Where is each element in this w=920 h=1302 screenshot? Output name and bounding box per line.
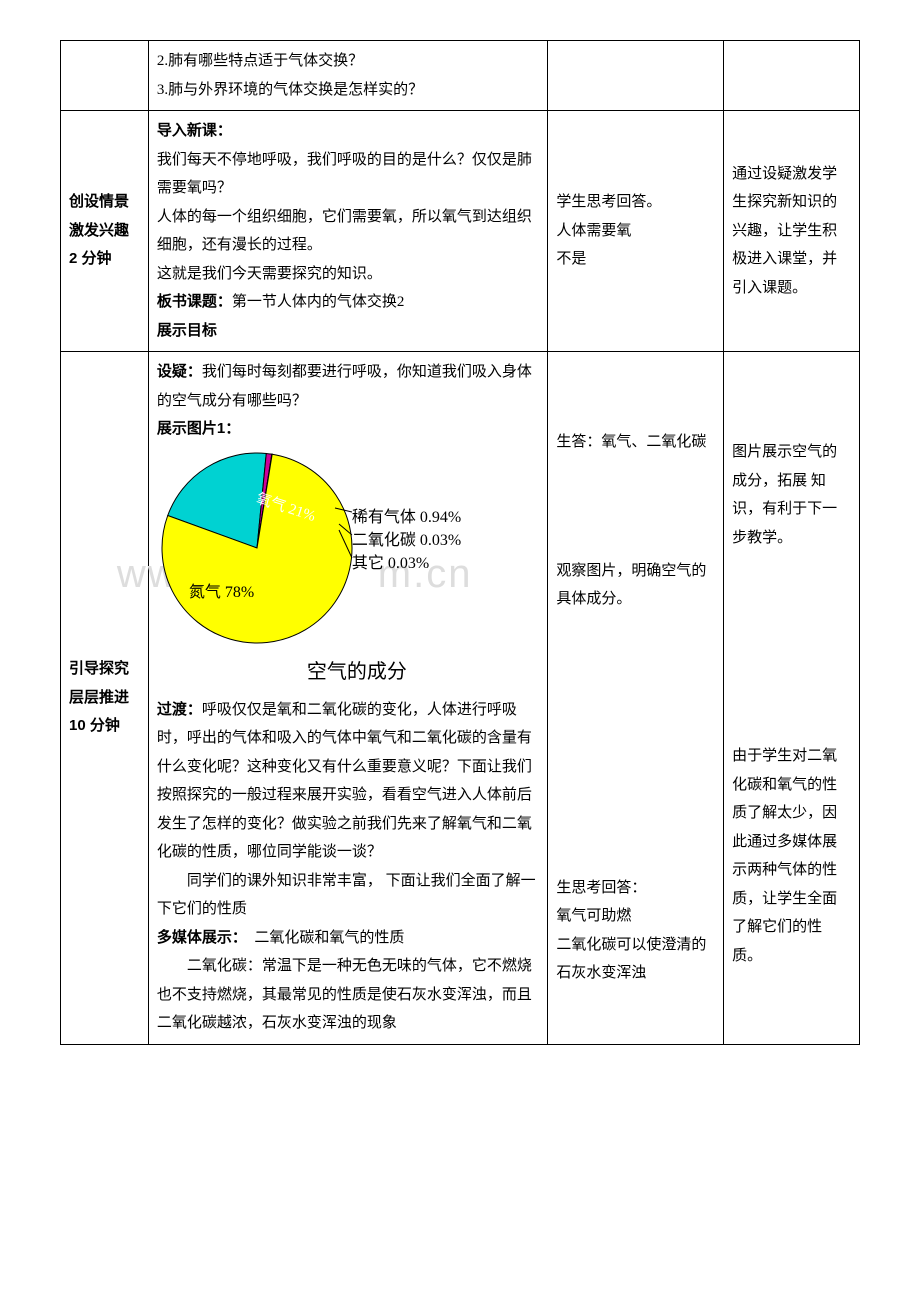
paragraph: 二氧化碳：常温下是一种无色无味的气体，它不燃烧也不支持燃烧，其最常见的性质是使石…	[157, 952, 540, 1038]
stage-line: 创设情景	[69, 188, 140, 217]
design-intent: 由于学生对二氧化碳和氧气的性质了解太少，因此通过多媒体展示两种气体的性质，让学生…	[732, 742, 851, 970]
cell-student	[548, 41, 724, 111]
design-intent: 通过设疑激发学生探究新知识的兴趣，让学生积极进入课堂，并引入课题。	[732, 160, 851, 303]
cell-teacher: 2.肺有哪些特点适于气体交换？ 3.肺与外界环境的气体交换是怎样实的？	[148, 41, 548, 111]
student-answer: 人体需要氧	[556, 217, 715, 246]
heading-text: 二氧化碳和氧气的性质	[239, 930, 404, 946]
heading: 过渡：	[157, 701, 202, 718]
stage-line: 引导探究	[69, 655, 140, 684]
heading: 设疑：	[157, 363, 202, 380]
cell-intent	[724, 41, 860, 111]
heading: 导入新课：	[157, 122, 232, 139]
heading: 展示目标	[157, 322, 217, 339]
paragraph: 呼吸仅仅是氧和二氧化碳的变化，人体进行呼吸时，呼出的气体和吸入的气体中氧气和二氧…	[157, 702, 532, 861]
question-3: 3.肺与外界环境的气体交换是怎样实的？	[157, 76, 540, 105]
heading-text: 我们每时每刻都要进行呼吸，你知道我们吸入身体的空气成分有哪些吗？	[157, 364, 532, 409]
cell-teacher: 设疑：我们每时每刻都要进行呼吸，你知道我们吸入身体的空气成分有哪些吗？ 展示图片…	[148, 352, 548, 1045]
paragraph: 同学们的课外知识非常丰富， 下面让我们全面了解一下它们的性质	[157, 867, 540, 924]
cell-stage: 引导探究 层层推进 10 分钟	[61, 352, 149, 1045]
heading: 板书课题：	[157, 293, 232, 310]
table-row: 2.肺有哪些特点适于气体交换？ 3.肺与外界环境的气体交换是怎样实的？	[61, 41, 860, 111]
air-composition-chart: www. m.cn 氧气 21% 氮气 78% 稀有气体 0.94% 二氧化碳 …	[157, 448, 457, 688]
stage-line: 10 分钟	[69, 712, 140, 741]
cell-student: 学生思考回答。 人体需要氧 不是	[548, 111, 724, 352]
student-answer: 观察图片，明确空气的具体成分。	[556, 557, 715, 614]
heading-text: 第一节人体内的气体交换2	[232, 294, 405, 310]
heading: 展示图片1：	[157, 420, 240, 437]
stage-line: 层层推进	[69, 684, 140, 713]
cell-teacher: 导入新课： 我们每天不停地呼吸，我们呼吸的目的是什么？仅仅是肺需要氧吗？ 人体的…	[148, 111, 548, 352]
table-row: 创设情景 激发兴趣 2 分钟 导入新课： 我们每天不停地呼吸，我们呼吸的目的是什…	[61, 111, 860, 352]
student-answer: 生思考回答：	[556, 874, 715, 903]
paragraph: 我们每天不停地呼吸，我们呼吸的目的是什么？仅仅是肺需要氧吗？	[157, 146, 540, 203]
paragraph: 这就是我们今天需要探究的知识。	[157, 260, 540, 289]
question-2: 2.肺有哪些特点适于气体交换？	[157, 47, 540, 76]
heading: 多媒体展示：	[157, 929, 240, 946]
design-intent: 图片展示空气的成分，拓展 知识，有利于下一步教学。	[732, 438, 851, 552]
student-answer: 不是	[556, 245, 715, 274]
stage-line: 2 分钟	[69, 245, 140, 274]
stage-line: 激发兴趣	[69, 217, 140, 246]
student-answer: 生答：氧气、二氧化碳	[556, 428, 715, 457]
table-row: 引导探究 层层推进 10 分钟 设疑：我们每时每刻都要进行呼吸，你知道我们吸入身…	[61, 352, 860, 1045]
student-answer: 氧气可助燃	[556, 902, 715, 931]
cell-intent: 图片展示空气的成分，拓展 知识，有利于下一步教学。 由于学生对二氧化碳和氧气的性…	[724, 352, 860, 1045]
pie-label-nitrogen: 氮气 78%	[189, 578, 254, 608]
lesson-plan-table: 2.肺有哪些特点适于气体交换？ 3.肺与外界环境的气体交换是怎样实的？ 创设情景…	[60, 40, 860, 1045]
student-answer: 二氧化碳可以使澄清的石灰水变浑浊	[556, 931, 715, 988]
pie-title: 空气的成分	[307, 653, 407, 691]
paragraph: 人体的每一个组织细胞，它们需要氧，所以氧气到达组织细胞，还有漫长的过程。	[157, 203, 540, 260]
student-answer: 学生思考回答。	[556, 188, 715, 217]
cell-student: 生答：氧气、二氧化碳 观察图片，明确空气的具体成分。 生思考回答： 氧气可助燃 …	[548, 352, 724, 1045]
cell-stage: 创设情景 激发兴趣 2 分钟	[61, 111, 149, 352]
cell-stage	[61, 41, 149, 111]
pie-label-other: 其它 0.03%	[352, 549, 429, 579]
cell-intent: 通过设疑激发学生探究新知识的兴趣，让学生积极进入课堂，并引入课题。	[724, 111, 860, 352]
